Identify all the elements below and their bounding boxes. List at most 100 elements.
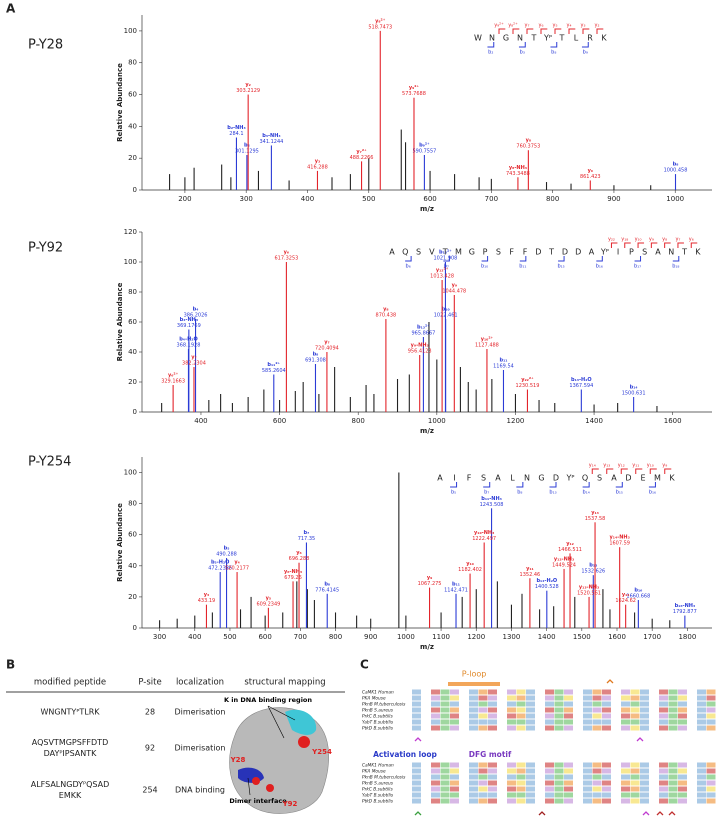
alignment-cell <box>630 689 640 695</box>
alignment-cell <box>450 695 459 701</box>
y-ion-label: y₁₈ <box>621 237 628 243</box>
alignment-cell <box>583 774 592 780</box>
y-ion-bracket <box>512 28 520 34</box>
sequence-residue: N <box>517 34 523 43</box>
alignment-cell <box>545 719 554 725</box>
alignment-cell <box>592 798 602 804</box>
alignment-cell <box>478 689 488 695</box>
alignment-cell <box>516 792 526 798</box>
alignment-cell <box>649 774 659 780</box>
alignment-cell <box>526 695 535 701</box>
alignment-cell <box>497 780 507 786</box>
peak-mz-label: 776.4145 <box>315 587 339 593</box>
x-tick-label: 400 <box>188 633 201 641</box>
alignment-cell <box>535 713 545 719</box>
x-tick-label: 800 <box>352 417 365 425</box>
alignment-cell <box>630 792 640 798</box>
alignment-cell <box>611 701 621 707</box>
x-tick-label: 600 <box>273 417 286 425</box>
alignment-cell <box>412 786 421 792</box>
alignment-cell <box>421 689 431 695</box>
alignment-cell <box>602 689 611 695</box>
alignment-cell <box>621 725 630 731</box>
alignment-cell <box>516 798 526 804</box>
alignment-cell <box>421 786 431 792</box>
alignment-cell <box>621 695 630 701</box>
sequence-residue: K <box>601 34 607 43</box>
alignment-cell <box>440 762 450 768</box>
structure-label: Y92 <box>282 800 298 808</box>
alignment-cell <box>459 707 469 713</box>
alignment-cell <box>630 798 640 804</box>
peak-mz-label: 1520.561 <box>577 590 601 596</box>
alignment-cell <box>640 695 649 701</box>
alignment-cell <box>621 689 630 695</box>
peak-ion-label: y₁₁ <box>526 566 534 572</box>
sequence-residue: K <box>695 248 701 257</box>
alignment-cell <box>640 719 649 725</box>
b-ion-label: b₁₈ <box>672 264 679 270</box>
peak-ion-label: b₅ <box>224 546 230 552</box>
alignment-cell <box>668 762 678 768</box>
b-ion-bracket <box>516 482 524 488</box>
x-tick-label: 1000 <box>666 195 684 203</box>
alignment-cell <box>554 707 564 713</box>
alignment-cell <box>554 713 564 719</box>
alignment-cell <box>602 707 611 713</box>
alignment-cell <box>497 713 507 719</box>
sequence-residue: T <box>548 248 554 257</box>
alignment-cell <box>450 725 459 731</box>
y-tick-label: 0 <box>133 624 137 632</box>
alignment-cell <box>621 701 630 707</box>
alignment-cell <box>516 689 526 695</box>
x-tick-label: 1700 <box>643 633 661 641</box>
alignment-cell <box>459 695 469 701</box>
b-ion-bracket <box>518 42 526 48</box>
x-tick-label: 1800 <box>678 633 696 641</box>
alignment-cell <box>469 780 478 786</box>
alignment-cell <box>497 707 507 713</box>
peak-ion-label: b₉²⁺ <box>419 143 430 149</box>
motif-arrow <box>656 811 664 816</box>
alignment-cell <box>526 719 535 725</box>
peak-ion-label: y₆ <box>284 250 289 256</box>
alignment-cell <box>431 689 440 695</box>
peptide: WNGNTYᴾTLRK <box>40 708 100 717</box>
alignment-cell <box>583 768 592 774</box>
y-ion-bracket <box>637 242 645 248</box>
peak-ion-label: b₈ <box>324 581 330 587</box>
alignment-cell <box>649 719 659 725</box>
alignment-cell <box>602 774 611 780</box>
alignment-cell <box>545 713 554 719</box>
alignment-cell <box>649 707 659 713</box>
alignment-cell <box>649 786 659 792</box>
alignment-cell <box>583 689 592 695</box>
peak-mz-label: 1792.877 <box>673 609 697 615</box>
peak-ion-label: y₃ <box>315 158 320 164</box>
alignment-cell <box>668 798 678 804</box>
alignment-cell <box>678 762 687 768</box>
sequence-residue: M <box>455 248 462 257</box>
y-ion-bracket <box>568 28 576 34</box>
species-label: YabT B.subtilis <box>362 720 394 726</box>
alignment-cell <box>450 786 459 792</box>
alignment-cell <box>431 774 440 780</box>
alignment-cell <box>611 707 621 713</box>
alignment-cell <box>583 725 592 731</box>
alignment-cell <box>412 792 421 798</box>
sequence-residue: D <box>625 474 631 483</box>
b-ion-bracket <box>648 482 656 488</box>
alignment-cell <box>554 792 564 798</box>
alignment-cell <box>554 768 564 774</box>
alignment-cell <box>630 713 640 719</box>
peak-ion-label: y₇ <box>191 355 196 361</box>
alignment-cell <box>659 780 668 786</box>
alignment-cell <box>706 719 716 725</box>
alignment-cell <box>488 707 497 713</box>
alignment-cell <box>431 792 440 798</box>
alignment-cell <box>535 762 545 768</box>
alignment-cell <box>545 786 554 792</box>
peak-mz-label: 1624.62 <box>615 598 636 604</box>
sequence-residue: Yᴾ <box>566 474 575 483</box>
